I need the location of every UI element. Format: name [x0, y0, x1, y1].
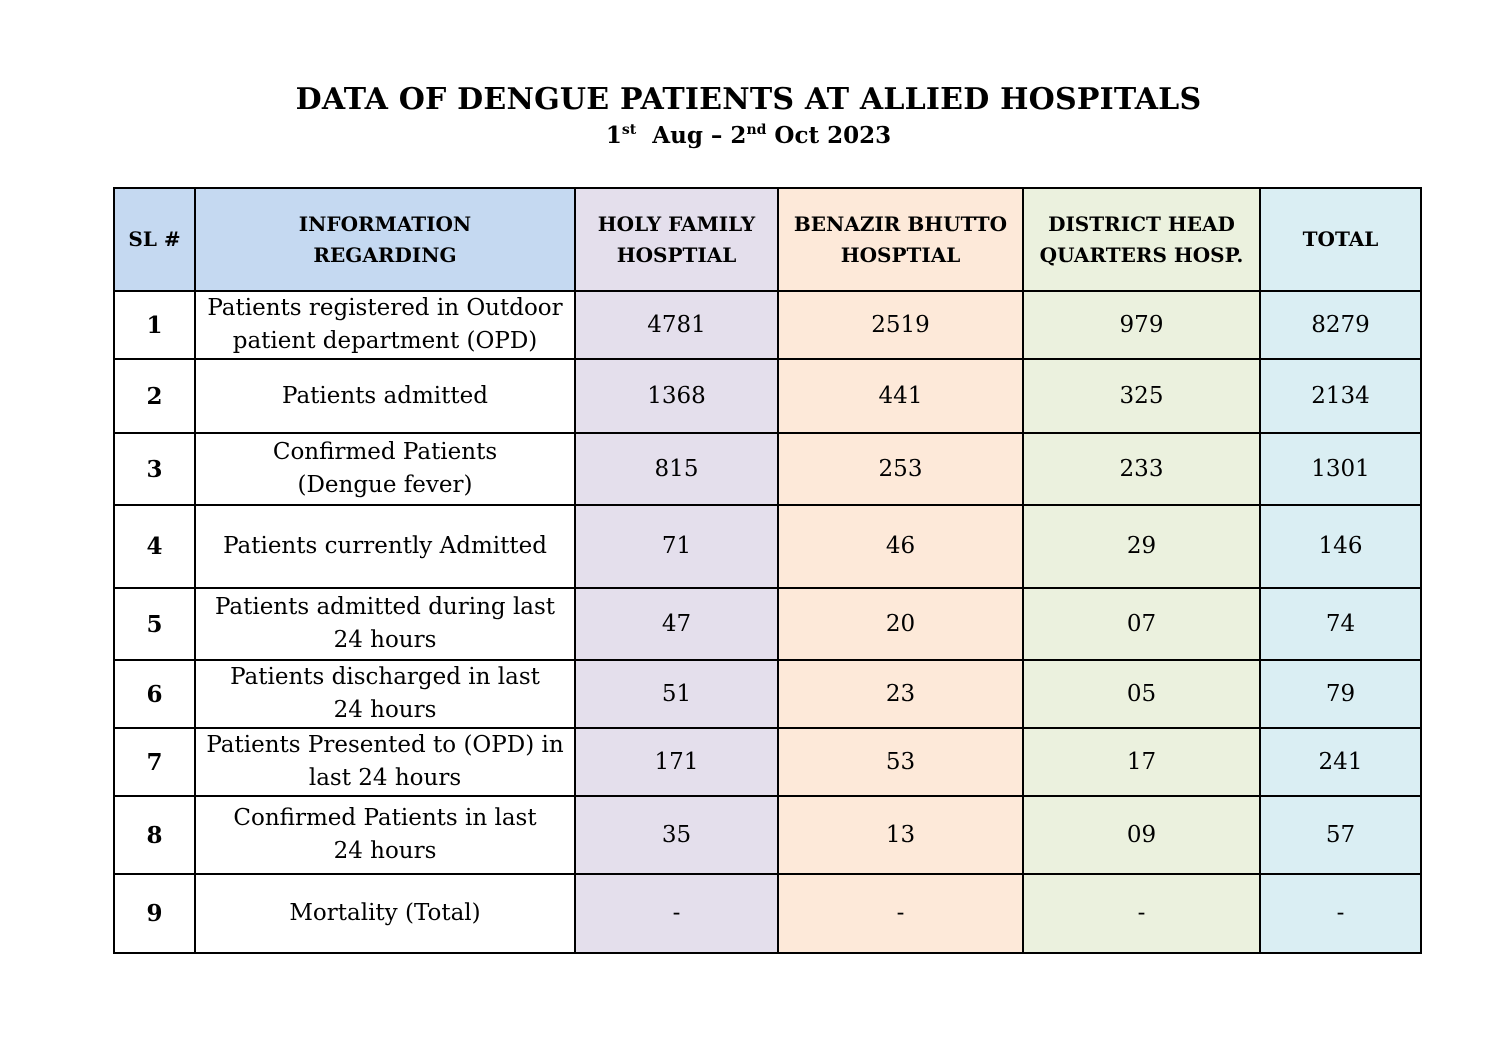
row-holy-family: 51: [574, 659, 779, 729]
row-total: 146: [1259, 504, 1422, 589]
row-total: 2134: [1259, 358, 1422, 434]
row-district-hq: 325: [1022, 358, 1261, 434]
row-total: 1301: [1259, 432, 1422, 506]
table-row: 5 Patients admitted during last 24 hours …: [113, 587, 1422, 661]
row-sl: 6: [113, 659, 196, 729]
row-district-hq: 979: [1022, 290, 1261, 360]
row-sl: 7: [113, 727, 196, 797]
row-total: 79: [1259, 659, 1422, 729]
row-info: Patients registered in Outdoor patient de…: [194, 290, 576, 360]
row-sl: 3: [113, 432, 196, 506]
start-month: Aug – 2: [652, 122, 747, 149]
row-holy-family: 171: [574, 727, 779, 797]
row-benazir-bhutto: 46: [777, 504, 1024, 589]
row-district-hq: 07: [1022, 587, 1261, 661]
document-title: DATA OF DENGUE PATIENTS AT ALLIED HOSPIT…: [295, 82, 1202, 117]
row-holy-family: 71: [574, 504, 779, 589]
row-district-hq: 29: [1022, 504, 1261, 589]
table-row: 3 Confirmed Patients (Dengue fever) 815 2…: [113, 432, 1422, 506]
end-day-suffix: nd: [746, 122, 767, 138]
row-holy-family: -: [574, 873, 779, 954]
table-row: 7 Patients Presented to (OPD) in last 24 …: [113, 727, 1422, 797]
dengue-data-table: SL # INFORMATION REGARDING HOLY FAMILY H…: [113, 187, 1422, 954]
row-info: Patients admitted during last 24 hours: [194, 587, 576, 661]
row-holy-family: 4781: [574, 290, 779, 360]
table-row: 4 Patients currently Admitted 71 46 29 1…: [113, 504, 1422, 589]
date-range-subtitle: 1st Aug – 2nd Oct 2023: [0, 122, 1497, 149]
table-row: 6 Patients discharged in last 24 hours 51…: [113, 659, 1422, 729]
start-day-suffix: st: [621, 122, 637, 138]
row-sl: 1: [113, 290, 196, 360]
header-holy-family: HOLY FAMILY HOSPTIAL: [574, 187, 779, 292]
row-sl: 2: [113, 358, 196, 434]
row-district-hq: 17: [1022, 727, 1261, 797]
row-holy-family: 35: [574, 795, 779, 875]
row-info: Confirmed Patients in last 24 hours: [194, 795, 576, 875]
row-sl: 5: [113, 587, 196, 661]
row-benazir-bhutto: 441: [777, 358, 1024, 434]
row-info: Patients Presented to (OPD) in last 24 ho…: [194, 727, 576, 797]
header-information: INFORMATION REGARDING: [194, 187, 576, 292]
row-district-hq: 05: [1022, 659, 1261, 729]
row-info: Confirmed Patients (Dengue fever): [194, 432, 576, 506]
row-total: 74: [1259, 587, 1422, 661]
row-info: Patients currently Admitted: [194, 504, 576, 589]
row-holy-family: 1368: [574, 358, 779, 434]
row-info: Patients discharged in last 24 hours: [194, 659, 576, 729]
row-district-hq: 233: [1022, 432, 1261, 506]
row-total: -: [1259, 873, 1422, 954]
row-sl: 8: [113, 795, 196, 875]
row-benazir-bhutto: 20: [777, 587, 1024, 661]
row-benazir-bhutto: 13: [777, 795, 1024, 875]
row-info: Patients admitted: [194, 358, 576, 434]
header-district-hq: DISTRICT HEAD QUARTERS HOSP.: [1022, 187, 1261, 292]
row-total: 57: [1259, 795, 1422, 875]
row-info: Mortality (Total): [194, 873, 576, 954]
table-row: 8 Confirmed Patients in last 24 hours 35 …: [113, 795, 1422, 875]
row-district-hq: -: [1022, 873, 1261, 954]
header-benazir-bhutto: BENAZIR BHUTTO HOSPTIAL: [777, 187, 1024, 292]
row-total: 8279: [1259, 290, 1422, 360]
row-district-hq: 09: [1022, 795, 1261, 875]
table-row: 1 Patients registered in Outdoor patient …: [113, 290, 1422, 360]
row-holy-family: 47: [574, 587, 779, 661]
table-row: 9 Mortality (Total) - - - -: [113, 873, 1422, 954]
row-benazir-bhutto: 23: [777, 659, 1024, 729]
row-sl: 4: [113, 504, 196, 589]
row-holy-family: 815: [574, 432, 779, 506]
row-benazir-bhutto: -: [777, 873, 1024, 954]
row-benazir-bhutto: 253: [777, 432, 1024, 506]
end-month-year: Oct 2023: [774, 122, 892, 149]
start-day: 1: [605, 122, 622, 149]
row-sl: 9: [113, 873, 196, 954]
row-benazir-bhutto: 2519: [777, 290, 1024, 360]
row-total: 241: [1259, 727, 1422, 797]
row-benazir-bhutto: 53: [777, 727, 1024, 797]
table-row: 2 Patients admitted 1368 441 325 2134: [113, 358, 1422, 434]
table-header-row: SL # INFORMATION REGARDING HOLY FAMILY H…: [113, 187, 1422, 292]
header-total: TOTAL: [1259, 187, 1422, 292]
header-sl: SL #: [113, 187, 196, 292]
